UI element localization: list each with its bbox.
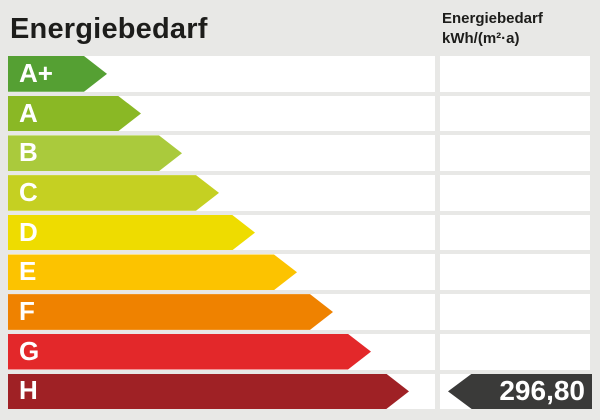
scale-band: D (8, 214, 435, 251)
rating-letter: A+ (19, 57, 53, 88)
rating-letter: H (19, 375, 38, 406)
rating-arrow-icon: D (8, 215, 255, 251)
scale-band: B (8, 135, 435, 172)
value-column-cell (440, 294, 590, 330)
rating-arrow-icon: A+ (8, 56, 107, 92)
rating-letter: E (19, 256, 37, 287)
rating-letter: F (19, 295, 35, 326)
value-column-cell (440, 333, 590, 370)
rating-arrow-icon: H (8, 374, 409, 410)
value-column-cell (440, 214, 590, 251)
rating-letter: A (19, 97, 38, 128)
scale-band: C (8, 175, 435, 211)
rating-letter: C (19, 176, 38, 207)
energy-value: 296,80 (499, 375, 585, 407)
page-title: Energiebedarf (10, 13, 208, 45)
value-column-cell (440, 95, 590, 132)
value-badge-left-arrow-icon: 296,80 (448, 373, 592, 410)
scale-band: G (8, 333, 435, 370)
scale-row-h: H 296,80 (8, 373, 592, 410)
scale-row-g: G (8, 333, 590, 370)
unit-label: Energiebedarf kWh/(m²·a) (442, 9, 543, 49)
rating-arrow-icon: G (8, 334, 371, 370)
rating-letter: B (19, 137, 38, 168)
scale-row-c: C (8, 175, 590, 211)
scale-band: E (8, 254, 435, 291)
value-column-cell: 296,80 (440, 373, 592, 410)
scale-band: A (8, 95, 435, 132)
scale-row-b: B (8, 135, 590, 172)
rating-arrow-icon: A (8, 96, 141, 132)
scale-row-a-plus: A+ (8, 56, 590, 92)
scale-band: H (8, 373, 435, 410)
rating-arrow-icon: B (8, 135, 182, 171)
rating-letter: D (19, 216, 38, 247)
energy-scale: A+ A B C (8, 56, 592, 410)
scale-row-e: E (8, 254, 590, 291)
rating-arrow-icon: F (8, 294, 333, 330)
rating-arrow-icon: C (8, 175, 219, 211)
unit-label-line2: kWh/(m²·a) (442, 30, 520, 47)
scale-row-a: A (8, 95, 590, 132)
value-column-cell (440, 56, 590, 92)
scale-band: A+ (8, 56, 435, 92)
rating-letter: G (19, 335, 40, 366)
scale-row-f: F (8, 294, 590, 330)
value-column-cell (440, 254, 590, 291)
value-column-cell (440, 175, 590, 211)
scale-band: F (8, 294, 435, 330)
scale-row-d: D (8, 214, 590, 251)
value-column-cell (440, 135, 590, 172)
unit-label-line1: Energiebedarf (442, 10, 543, 27)
rating-arrow-icon: E (8, 254, 297, 290)
